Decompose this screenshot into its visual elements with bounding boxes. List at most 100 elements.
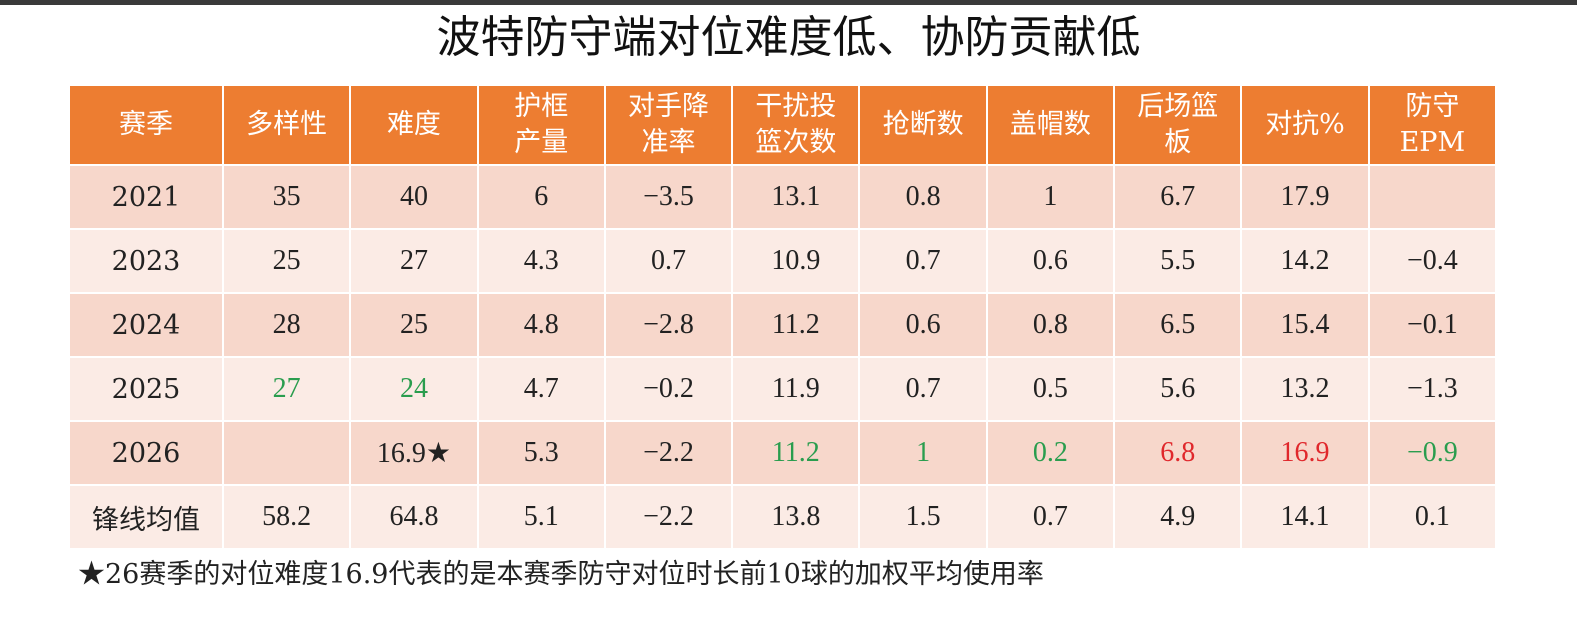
- table-cell: 16.9: [1240, 420, 1370, 486]
- table-cell: 4.7: [476, 356, 606, 422]
- table-cell: 6: [476, 164, 606, 230]
- table-cell: 17.9: [1240, 164, 1370, 230]
- table-cell: 6.5: [1113, 292, 1243, 358]
- top-bar: [0, 0, 1577, 5]
- table-cell: 0.7: [985, 484, 1116, 550]
- table-cell: 2021: [68, 164, 224, 230]
- table-cell: 13.1: [731, 164, 861, 230]
- table-cell: 58.2: [221, 484, 352, 550]
- table-cell: [221, 420, 352, 486]
- title: 波特防守端对位难度低、协防贡献低: [436, 12, 1141, 63]
- table-row: 2025 27 24 4.7 −0.2 11.9 0.7 0.5 5.6 13.2 −1.3: [68, 356, 1498, 422]
- table-cell: 27: [349, 228, 479, 294]
- table-cell: 24: [349, 356, 479, 422]
- table-cell: 5.3: [476, 420, 606, 486]
- table-cell: 11.2: [731, 420, 861, 486]
- table-row: 2021 35 40 6 −3.5 13.1 0.8 1 6.7 17.9: [68, 164, 1498, 230]
- header-line: 板: [1164, 127, 1192, 158]
- table-cell: −3.5: [603, 164, 734, 230]
- table-cell: 28: [221, 292, 352, 358]
- table-cell: 16.9★: [349, 420, 479, 486]
- table-cell: 2026: [68, 420, 224, 486]
- table-row: 2026 16.9★ 5.3 −2.2 11.2 1 0.2 6.8 16.9 −0.9: [68, 420, 1498, 486]
- table-cell: 25: [349, 292, 479, 358]
- table-cell: 1: [985, 164, 1116, 230]
- header-cell: 多样性: [221, 84, 352, 166]
- header-line: EPM: [1399, 127, 1466, 158]
- table-cell: 14.2: [1240, 228, 1370, 294]
- table-cell: 13.2: [1240, 356, 1370, 422]
- header-cell: 对抗%: [1240, 84, 1370, 166]
- header-line: 护框: [514, 91, 569, 122]
- header-line: 多样性: [246, 109, 328, 140]
- header-line: 抢断数: [882, 109, 964, 140]
- table-cell: −0.1: [1367, 292, 1498, 358]
- table-cell: 25: [221, 228, 352, 294]
- table-cell: −2.2: [603, 420, 734, 486]
- header-cell: 对手降 准率: [603, 84, 734, 166]
- table-cell: 35: [221, 164, 352, 230]
- table-cell: 2024: [68, 292, 224, 358]
- header-row: 赛季 多样性 难度 护框 产量 对手降 准率 干扰投 篮次数 抢断数 盖帽数 后场篮板对抗% 防守 EPM: [68, 84, 1498, 166]
- header-line: 对抗%: [1265, 109, 1345, 140]
- table-cell: 13.8: [731, 484, 861, 550]
- footnote: ★26赛季的对位难度16.9代表的是本赛季防守对位时长前10球的加权平均使用率: [78, 559, 1044, 590]
- table-cell: −1.3: [1367, 356, 1498, 422]
- table-cell: −0.4: [1367, 228, 1498, 294]
- table-cell: 2025: [68, 356, 224, 422]
- table-cell: 2023: [68, 228, 224, 294]
- header-cell: 盖帽数: [985, 84, 1116, 166]
- header-line: 赛季: [119, 109, 173, 140]
- header-cell: 干扰投 篮次数: [731, 84, 861, 166]
- table-cell: 64.8: [349, 484, 479, 550]
- header-cell: 难度: [349, 84, 479, 166]
- table-cell: 10.9: [731, 228, 861, 294]
- table-cell: 40: [349, 164, 479, 230]
- header-cell: 赛季: [68, 84, 224, 166]
- table-cell: 锋线均值: [68, 484, 224, 550]
- table-cell: 1.5: [858, 484, 988, 550]
- table-cell: 0.1: [1367, 484, 1498, 550]
- table-cell: 11.2: [731, 292, 861, 358]
- header-line: 后场篮: [1137, 91, 1219, 122]
- table-cell: 0.7: [858, 356, 988, 422]
- table-cell: 0.7: [858, 228, 988, 294]
- table-cell: 0.6: [985, 228, 1116, 294]
- table-cell: 6.8: [1113, 420, 1243, 486]
- header-line: 难度: [386, 109, 441, 140]
- table-cell: 0.5: [985, 356, 1116, 422]
- table-cell: −0.9: [1367, 420, 1498, 486]
- header-line: 对手降: [628, 91, 710, 122]
- table-cell: 14.1: [1240, 484, 1370, 550]
- table-cell: −0.2: [603, 356, 734, 422]
- table-cell: 1: [858, 420, 988, 486]
- table-cell: 4.9: [1113, 484, 1243, 550]
- table-row: 2023 25 27 4.3 0.7 10.9 0.7 0.6 5.5 14.2 −0.4: [68, 228, 1498, 294]
- table-cell: 4.8: [476, 292, 606, 358]
- table-cell: 27: [221, 356, 352, 422]
- table-cell: 5.1: [476, 484, 606, 550]
- table-body: 2021 35 40 6 −3.5 13.1 0.8 1 6.7 17.9 2023 25 27 4.3 0…: [68, 164, 1498, 550]
- table: 赛季 多样性 难度 护框 产量 对手降 准率 干扰投 篮次数 抢断数 盖帽数 后场篮板对抗% 防守 EPM…: [68, 84, 1498, 550]
- table-cell: 4.3: [476, 228, 606, 294]
- header-line: 篮次数: [755, 127, 837, 158]
- table-cell: 11.9: [731, 356, 861, 422]
- table-cell: 5.5: [1113, 228, 1243, 294]
- header-line: 准率: [641, 127, 696, 158]
- table-cell: 5.6: [1113, 356, 1243, 422]
- table-cell: 0.7: [603, 228, 734, 294]
- table-cell: 15.4: [1240, 292, 1370, 358]
- table-row: 锋线均值 58.2 64.8 5.1 −2.2 13.8 1.5 0.7 4.9 14.1 0.1: [68, 484, 1498, 550]
- table-cell: [1367, 164, 1498, 230]
- table-cell: −2.2: [603, 484, 734, 550]
- header-cell: 防守 EPM: [1367, 84, 1498, 166]
- header-line: 干扰投: [755, 91, 837, 122]
- header-line: 盖帽数: [1009, 109, 1091, 140]
- header-cell: 抢断数: [858, 84, 988, 166]
- header-line: 产量: [514, 127, 569, 158]
- table-cell: 6.7: [1113, 164, 1243, 230]
- header-cell: 护框 产量: [476, 84, 606, 166]
- table-row: 2024 28 25 4.8 −2.8 11.2 0.6 0.8 6.5 15.4 −0.1: [68, 292, 1498, 358]
- table-cell: 0.2: [985, 420, 1116, 486]
- table-cell: 0.8: [858, 164, 988, 230]
